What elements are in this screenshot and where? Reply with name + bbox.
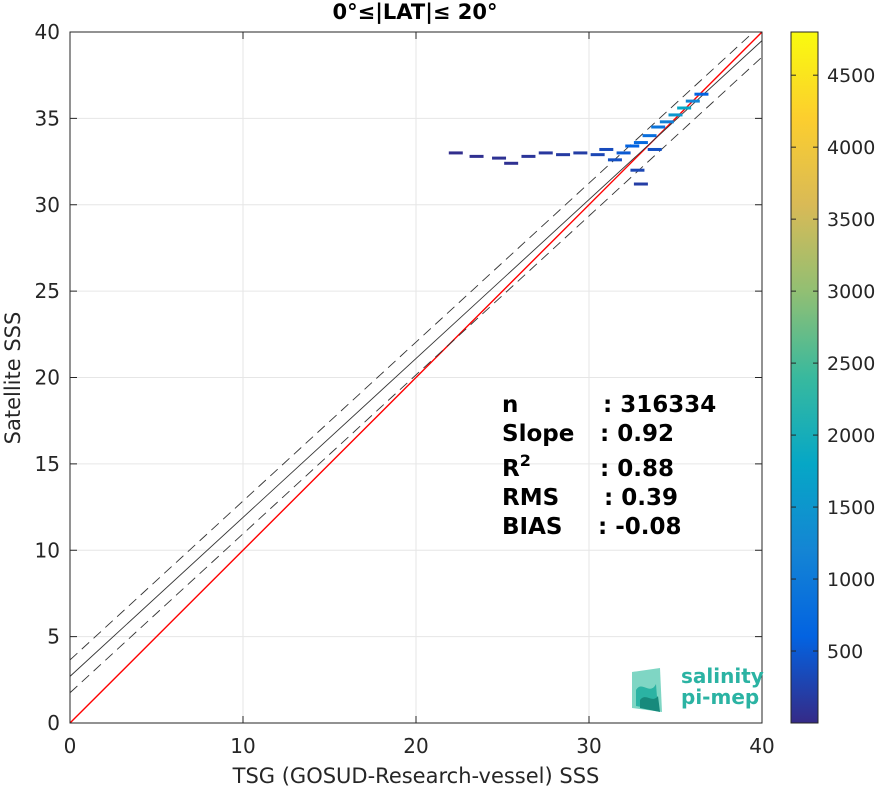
colorbar-ticks: 500 1000 1500 2000 2500 3000 3500 4000 4500 xyxy=(791,65,875,663)
y-tick-label: 0 xyxy=(47,711,60,735)
stat-label: BIAS xyxy=(502,514,562,540)
y-tick-label: 15 xyxy=(35,452,60,476)
salinity-pimep-logo: salinity pi-mep xyxy=(632,664,764,712)
x-axis-title: TSG (GOSUD-Research-vessel) SSS xyxy=(232,764,600,788)
colorbar-tick-label: 2000 xyxy=(827,425,875,447)
density-point xyxy=(685,99,700,103)
y-tick-label: 20 xyxy=(35,366,60,390)
colorbar xyxy=(790,31,819,724)
density-point xyxy=(616,151,631,155)
stat-value: : 316334 xyxy=(603,392,716,418)
y-tick-label: 25 xyxy=(35,279,60,303)
colorbar-tick-label: 1000 xyxy=(827,569,875,591)
chart-title: 0°≤|LAT|≤ 20° xyxy=(332,0,497,25)
stat-label: R2 xyxy=(502,451,531,482)
density-point xyxy=(573,151,588,155)
y-tick-label: 40 xyxy=(35,20,60,44)
density-point xyxy=(599,147,614,151)
line-fit xyxy=(69,40,763,677)
density-points xyxy=(448,92,709,186)
density-point xyxy=(651,125,666,129)
stat-value: : 0.88 xyxy=(600,456,674,482)
density-point xyxy=(469,154,484,158)
density-point xyxy=(521,154,536,158)
y-tick-label: 5 xyxy=(47,625,60,649)
stat-value: : 0.39 xyxy=(604,485,678,511)
x-tick-label: 20 xyxy=(403,734,428,758)
density-point xyxy=(556,153,571,157)
density-point xyxy=(633,141,648,145)
reference-lines xyxy=(69,31,763,724)
line-fit- xyxy=(69,31,754,661)
density-point xyxy=(607,158,622,162)
density-point xyxy=(642,134,657,138)
colorbar-tick-label: 4000 xyxy=(827,137,875,159)
colorbar-tick-label: 2500 xyxy=(827,353,875,375)
stat-value: : 0.92 xyxy=(600,421,674,447)
density-point xyxy=(633,182,648,186)
stat-superscript: 2 xyxy=(520,451,531,470)
density-point xyxy=(590,153,605,157)
stats-box: n : 316334 Slope : 0.92 R2 : 0.88 RMS : 0.39 BIA… xyxy=(502,392,716,540)
logo-line2: pi-mep xyxy=(681,685,759,709)
stat-label: Slope xyxy=(502,421,574,447)
colorbar-tick-label: 500 xyxy=(827,641,863,663)
x-tick-label: 10 xyxy=(230,734,255,758)
y-tick-label: 35 xyxy=(35,106,60,130)
stat-label: RMS xyxy=(502,485,559,511)
density-point xyxy=(694,92,709,96)
colorbar-tick-label: 3000 xyxy=(827,281,875,303)
colorbar-tick-label: 4500 xyxy=(827,65,875,87)
density-point xyxy=(630,168,645,172)
density-point xyxy=(625,144,640,148)
density-point xyxy=(647,147,662,151)
density-point xyxy=(448,151,463,155)
y-axis-title: Satellite SSS xyxy=(1,312,25,445)
density-point xyxy=(677,106,692,110)
x-tick-label: 30 xyxy=(576,734,601,758)
density-point xyxy=(492,156,507,160)
colorbar-tick-label: 3500 xyxy=(827,209,875,231)
x-tick-label: 40 xyxy=(749,734,774,758)
stat-value: : -0.08 xyxy=(598,514,682,540)
y-tick-label: 10 xyxy=(35,538,60,562)
x-tick-label: 0 xyxy=(64,734,77,758)
logo-line1: salinity xyxy=(681,664,764,688)
axis-ticks: 0 10 20 30 40 0 5 10 15 20 25 30 35 40 xyxy=(35,20,775,758)
line-fit- xyxy=(69,56,763,694)
density-point xyxy=(504,161,519,165)
y-tick-label: 30 xyxy=(35,193,60,217)
stat-label: n xyxy=(502,392,518,418)
density-point xyxy=(668,113,683,117)
colorbar-tick-label: 1500 xyxy=(827,497,875,519)
density-point xyxy=(659,120,674,124)
density-point xyxy=(538,151,553,155)
